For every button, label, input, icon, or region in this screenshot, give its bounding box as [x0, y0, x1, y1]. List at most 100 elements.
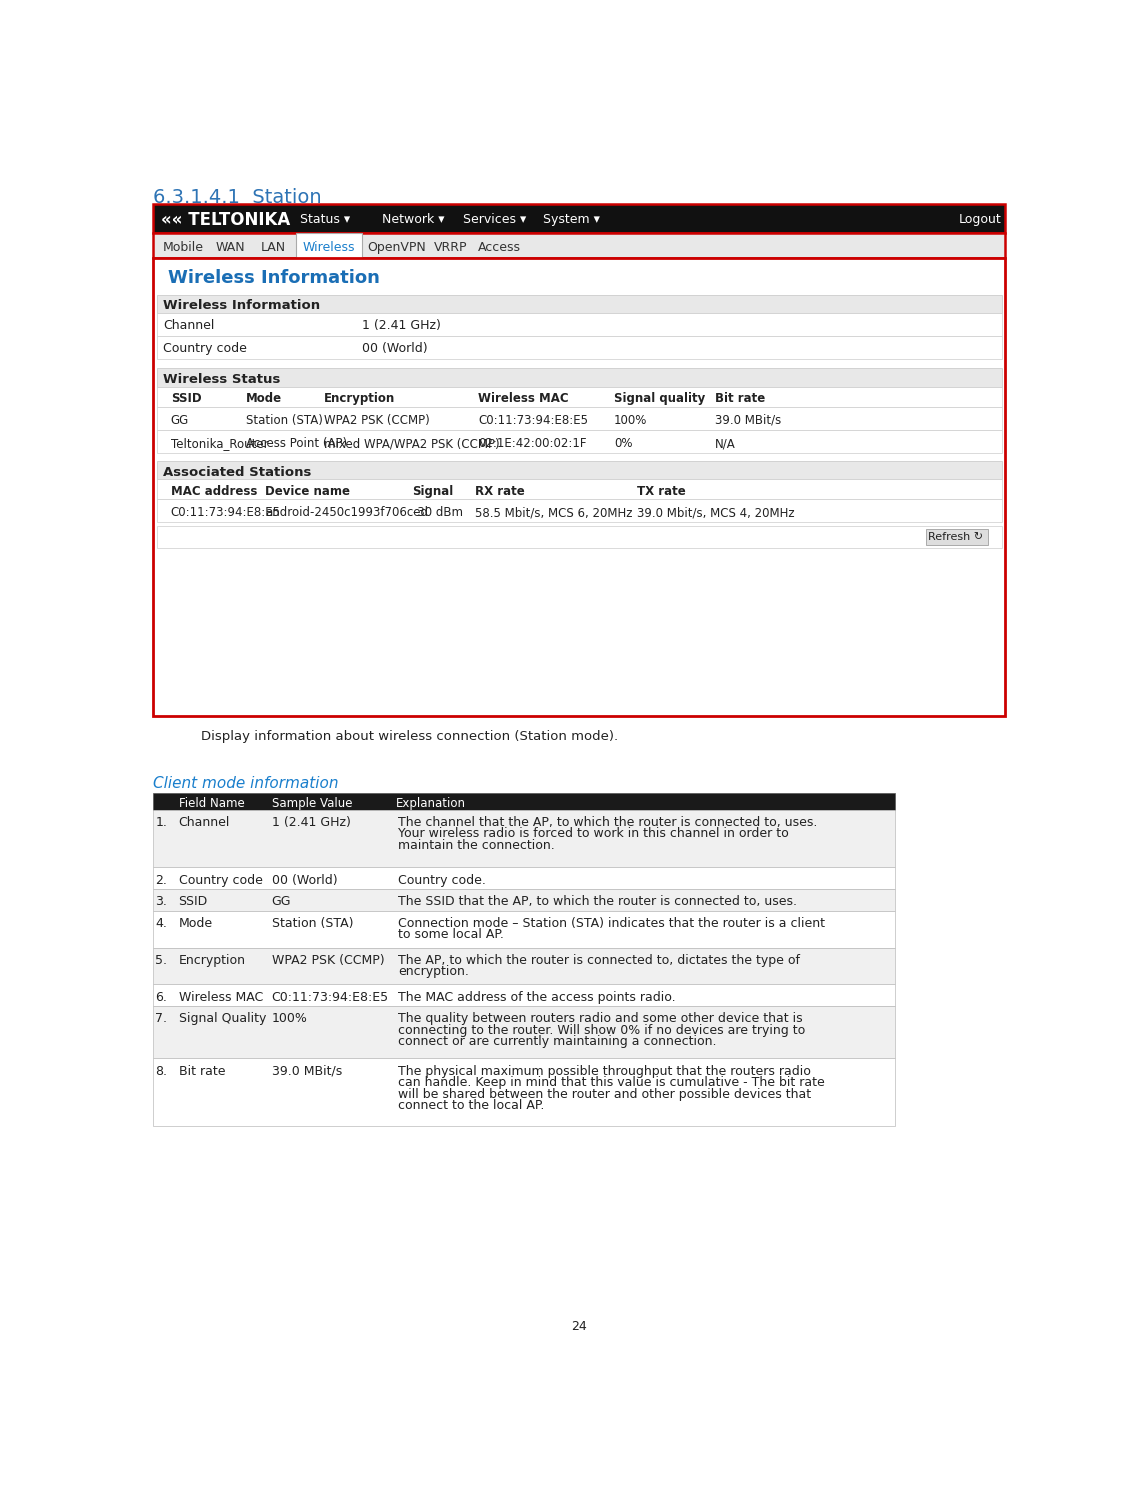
Text: Signal: Signal	[413, 485, 454, 498]
Text: 1 (2.41 GHz): 1 (2.41 GHz)	[271, 816, 351, 829]
Text: MAC address: MAC address	[171, 485, 257, 498]
Text: 24: 24	[571, 1320, 587, 1333]
Text: The SSID that the AP, to which the router is connected to, uses.: The SSID that the AP, to which the route…	[398, 895, 797, 908]
Text: will be shared between the router and other possible devices that: will be shared between the router and ot…	[398, 1088, 811, 1100]
Text: Network ▾: Network ▾	[381, 212, 444, 226]
Text: 8.: 8.	[155, 1064, 167, 1078]
Text: The MAC address of the access points radio.: The MAC address of the access points rad…	[398, 990, 675, 1004]
Text: Access Point (AP): Access Point (AP)	[247, 436, 347, 450]
Bar	[153, 889, 895, 911]
Text: The AP, to which the router is connected to, dictates the type of: The AP, to which the router is connected…	[398, 954, 800, 966]
Text: 2.: 2.	[155, 873, 167, 886]
Bar	[153, 233, 1005, 257]
Bar	[925, 530, 987, 545]
Text: Teltonika_Router: Teltonika_Router	[171, 436, 268, 450]
Text: 5.: 5.	[155, 954, 167, 966]
Text: 4.: 4.	[155, 917, 167, 930]
Text: LAN: LAN	[260, 241, 286, 254]
Text: «« TELTONIKA: «« TELTONIKA	[161, 211, 290, 229]
Bar	[153, 867, 895, 889]
Bar	[157, 387, 1002, 406]
Bar	[157, 430, 1002, 453]
Text: C0:11:73:94:E8:E5: C0:11:73:94:E8:E5	[171, 506, 280, 519]
Text: Channel: Channel	[179, 816, 230, 829]
Bar	[157, 461, 1002, 480]
Text: connect to the local AP.: connect to the local AP.	[398, 1099, 544, 1112]
Bar	[157, 336, 1002, 360]
Text: Wireless: Wireless	[303, 241, 355, 254]
Text: to some local AP.: to some local AP.	[398, 929, 503, 941]
Text: TX rate: TX rate	[638, 485, 687, 498]
Text: WPA2 PSK (CCMP): WPA2 PSK (CCMP)	[323, 414, 430, 427]
Text: 1.: 1.	[155, 816, 167, 829]
Text: 6.: 6.	[155, 990, 167, 1004]
Text: Country code.: Country code.	[398, 873, 486, 886]
Text: Station (STA): Station (STA)	[247, 414, 322, 427]
Text: Encryption: Encryption	[179, 954, 245, 966]
Text: maintain the connection.: maintain the connection.	[398, 838, 554, 852]
Text: 1 (2.41 GHz): 1 (2.41 GHz)	[362, 319, 441, 333]
Text: C0:11:73:94:E8:E5: C0:11:73:94:E8:E5	[478, 414, 588, 427]
Text: 00 (World): 00 (World)	[362, 342, 428, 355]
Text: 3.: 3.	[155, 895, 167, 908]
Text: The quality between routers radio and some other device that is: The quality between routers radio and so…	[398, 1013, 803, 1025]
Bar	[153, 810, 895, 867]
Text: 39.0 MBit/s: 39.0 MBit/s	[271, 1064, 342, 1078]
Text: Sample Value: Sample Value	[271, 796, 352, 810]
Text: 6.3.1.4.1  Station: 6.3.1.4.1 Station	[153, 188, 321, 208]
Bar	[153, 203, 1005, 233]
Text: Your wireless radio is forced to work in this channel in order to: Your wireless radio is forced to work in…	[398, 828, 788, 840]
Text: mixed WPA/WPA2 PSK (CCMP): mixed WPA/WPA2 PSK (CCMP)	[323, 436, 499, 450]
Bar	[296, 233, 362, 257]
Text: N/A: N/A	[715, 436, 735, 450]
Bar	[157, 527, 1002, 548]
Text: Country code: Country code	[179, 873, 262, 886]
Text: Access: Access	[478, 241, 521, 254]
Bar	[157, 406, 1002, 430]
Bar	[153, 984, 895, 1005]
Text: 39.0 MBit/s: 39.0 MBit/s	[715, 414, 782, 427]
Text: Display information about wireless connection (Station mode).: Display information about wireless conne…	[184, 730, 619, 742]
Bar	[157, 313, 1002, 336]
Text: Encryption: Encryption	[323, 393, 395, 405]
Text: Connection mode – Station (STA) indicates that the router is a client: Connection mode – Station (STA) indicate…	[398, 917, 824, 930]
Bar	[157, 500, 1002, 522]
Bar	[153, 1005, 895, 1058]
Bar	[157, 480, 1002, 500]
Text: Logout: Logout	[959, 212, 1002, 226]
Bar	[153, 257, 1005, 716]
Text: android-2450c1993f706ced: android-2450c1993f706ced	[266, 506, 429, 519]
Text: 7.: 7.	[155, 1013, 167, 1025]
Text: VRRP: VRRP	[434, 241, 467, 254]
Bar	[153, 948, 895, 984]
Text: Mode: Mode	[247, 393, 282, 405]
Text: The physical maximum possible throughput that the routers radio: The physical maximum possible throughput…	[398, 1064, 811, 1078]
Text: SSID: SSID	[179, 895, 208, 908]
Text: Bit rate: Bit rate	[179, 1064, 225, 1078]
Text: Services ▾: Services ▾	[463, 212, 526, 226]
Text: Wireless Information: Wireless Information	[163, 299, 320, 312]
Bar	[153, 793, 895, 810]
Text: 39.0 Mbit/s, MCS 4, 20MHz: 39.0 Mbit/s, MCS 4, 20MHz	[638, 506, 795, 519]
Text: Wireless Status: Wireless Status	[163, 373, 280, 387]
Text: System ▾: System ▾	[543, 212, 599, 226]
Text: GG: GG	[171, 414, 189, 427]
Bar	[157, 295, 1002, 313]
Text: Mode: Mode	[179, 917, 213, 930]
Text: The channel that the AP, to which the router is connected to, uses.: The channel that the AP, to which the ro…	[398, 816, 818, 829]
Text: Field Name: Field Name	[179, 796, 244, 810]
Text: Channel: Channel	[163, 319, 215, 333]
Text: Refresh ↻: Refresh ↻	[929, 531, 983, 542]
Text: 00 (World): 00 (World)	[271, 873, 337, 886]
Bar	[153, 911, 895, 948]
Text: Status ▾: Status ▾	[300, 212, 351, 226]
Text: Station (STA): Station (STA)	[271, 917, 353, 930]
Text: WAN: WAN	[216, 241, 245, 254]
Text: SSID: SSID	[171, 393, 201, 405]
Text: Signal Quality: Signal Quality	[179, 1013, 266, 1025]
Text: -30 dBm: -30 dBm	[413, 506, 463, 519]
Text: 100%: 100%	[271, 1013, 308, 1025]
Text: RX rate: RX rate	[475, 485, 525, 498]
Text: Explanation: Explanation	[396, 796, 466, 810]
Text: Signal quality: Signal quality	[614, 393, 706, 405]
